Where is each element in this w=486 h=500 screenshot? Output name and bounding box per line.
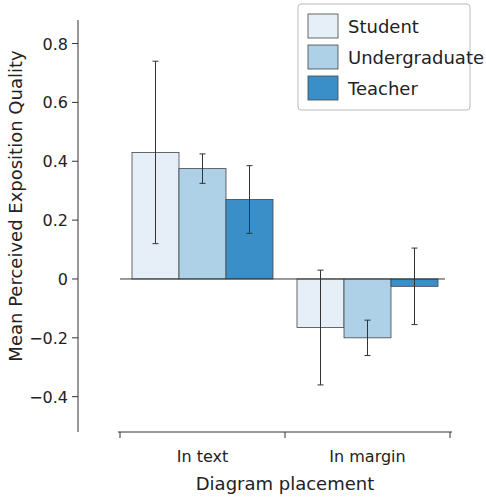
legend: Student Undergraduate Teacher	[298, 4, 484, 110]
y-tick-label: 0	[58, 270, 68, 289]
x-tick	[120, 432, 121, 438]
y-tick	[72, 278, 78, 279]
legend-swatch	[308, 14, 338, 38]
y-tick	[72, 161, 78, 162]
chart-svg: −0.4 −0.2 0 0.2 0.4 0.6 0.8 In text In margin Stu…	[0, 0, 486, 500]
bar	[179, 169, 226, 279]
y-tick-label: −0.4	[29, 388, 68, 407]
error-bar	[365, 320, 371, 355]
x-tick	[285, 432, 286, 438]
y-tick	[72, 337, 78, 338]
legend-swatch	[308, 45, 338, 69]
zero-line	[120, 278, 445, 279]
error-bar	[247, 166, 253, 234]
error-bar	[200, 154, 206, 183]
y-tick-label: 0.2	[43, 211, 68, 230]
error-bar	[318, 270, 324, 385]
y-tick-label: 0.8	[43, 35, 68, 54]
legend-label: Student	[348, 16, 419, 37]
legend-swatch	[308, 76, 338, 100]
legend-label: Undergraduate	[348, 47, 484, 68]
y-tick-label: 0.6	[43, 93, 68, 112]
x-tick-label: In margin	[329, 447, 405, 466]
y-axis-title: Mean Perceived Exposition Quality	[5, 50, 26, 362]
bars	[132, 152, 438, 337]
error-bar	[412, 248, 418, 325]
error-bar	[153, 61, 159, 243]
y-axis-line	[78, 20, 79, 432]
y-tick	[72, 43, 78, 44]
y-tick	[72, 102, 78, 103]
y-tick-label: 0.4	[43, 152, 68, 171]
x-tick	[450, 432, 451, 438]
y-tick-label: −0.2	[29, 329, 68, 348]
y-tick	[72, 396, 78, 397]
y-tick	[72, 220, 78, 221]
legend-label: Teacher	[347, 78, 418, 99]
x-tick-label: In text	[177, 447, 229, 466]
x-axis-title: Diagram placement	[196, 473, 375, 494]
chart-container: −0.4 −0.2 0 0.2 0.4 0.6 0.8 In text In margin Stu…	[0, 0, 486, 500]
